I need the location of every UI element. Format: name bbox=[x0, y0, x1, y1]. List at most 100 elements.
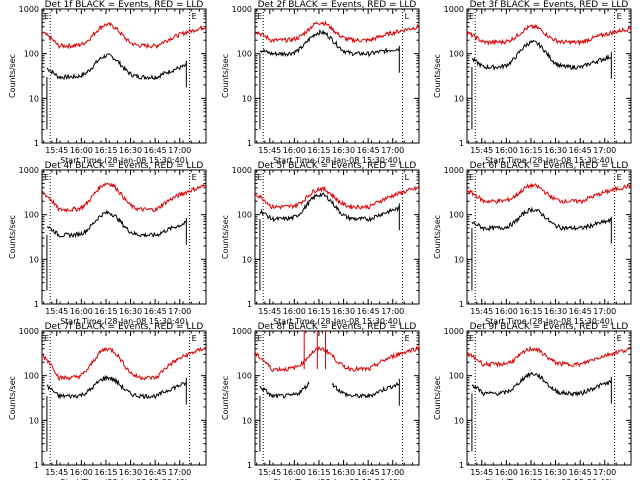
x-tick-label: 17:00 bbox=[593, 146, 616, 155]
y-axis-label: Counts/sec bbox=[433, 215, 442, 259]
y-tick-label: 100 bbox=[24, 211, 39, 220]
x-tick-label: 15:45 bbox=[45, 146, 68, 155]
x-tick-label: 16:15 bbox=[307, 468, 330, 477]
plot-title: Det 7f BLACK = Events, RED = LLD bbox=[45, 322, 204, 332]
x-axis-label: Start Time (28-Jan-08 15:30:40) bbox=[485, 156, 613, 165]
y-tick-label: 100 bbox=[449, 211, 464, 220]
x-tick-label: 16:45 bbox=[357, 307, 380, 316]
series-events bbox=[471, 371, 612, 398]
y-tick-label: 1 bbox=[34, 300, 39, 309]
plot-frame bbox=[41, 8, 207, 144]
x-tick-label: 16:45 bbox=[569, 307, 592, 316]
x-axis-label: Start Time (28-Jan-08 15:30:40) bbox=[485, 317, 613, 326]
series-events bbox=[259, 381, 400, 399]
x-tick-label: 16:30 bbox=[119, 307, 142, 316]
x-tick-label: 16:30 bbox=[119, 468, 142, 477]
y-tick-label: 1000 bbox=[232, 5, 252, 14]
corner-mark-left: E bbox=[44, 12, 49, 21]
y-tick-label: 1 bbox=[247, 139, 252, 148]
x-axis-label: Start Time (28-Jan-08 15:30:40) bbox=[60, 478, 188, 480]
plot-frame bbox=[466, 8, 632, 144]
series-lld bbox=[466, 345, 632, 369]
corner-mark-right: L bbox=[405, 12, 410, 21]
series-lld bbox=[254, 185, 420, 210]
x-tick-label: 16:30 bbox=[544, 468, 567, 477]
y-tick-label: 1 bbox=[459, 139, 464, 148]
plot-title: Det 4f BLACK = Events, RED = LLD bbox=[45, 161, 204, 171]
y-tick-label: 100 bbox=[237, 50, 252, 59]
series-events bbox=[259, 29, 400, 58]
plot-panel-4: Det 4f BLACK = Events, RED = LLD 1 10 100 10… bbox=[8, 161, 207, 326]
x-tick-label: 16:45 bbox=[144, 468, 167, 477]
y-tick-label: 1 bbox=[459, 300, 464, 309]
x-tick-label: 15:45 bbox=[470, 307, 493, 316]
series-events bbox=[471, 206, 612, 232]
corner-mark-right: E bbox=[617, 334, 622, 343]
y-tick-label: 1000 bbox=[444, 5, 464, 14]
x-tick-label: 16:30 bbox=[332, 307, 355, 316]
plot-frame bbox=[466, 169, 632, 305]
y-tick-label: 100 bbox=[449, 372, 464, 381]
x-tick-label: 16:45 bbox=[357, 146, 380, 155]
x-tick-label: 16:45 bbox=[357, 468, 380, 477]
series-events bbox=[46, 374, 187, 400]
x-tick-label: 16:30 bbox=[332, 468, 355, 477]
x-tick-label: 16:30 bbox=[544, 307, 567, 316]
y-tick-label: 1 bbox=[247, 300, 252, 309]
y-axis-label: Counts/sec bbox=[433, 54, 442, 98]
x-tick-label: 16:00 bbox=[495, 146, 518, 155]
y-tick-label: 100 bbox=[237, 372, 252, 381]
corner-mark-left: E bbox=[257, 173, 262, 182]
y-tick-label: 10 bbox=[29, 416, 39, 425]
y-tick-label: 100 bbox=[24, 50, 39, 59]
plot-panel-5: Det 5f BLACK = Events, RED = LLD 1 10 100 10… bbox=[221, 161, 420, 326]
x-tick-label: 16:15 bbox=[307, 307, 330, 316]
x-tick-label: 16:45 bbox=[569, 146, 592, 155]
y-tick-label: 1000 bbox=[444, 166, 464, 175]
x-tick-label: 16:00 bbox=[70, 146, 93, 155]
y-tick-label: 10 bbox=[29, 255, 39, 264]
x-tick-label: 16:30 bbox=[332, 146, 355, 155]
y-tick-label: 10 bbox=[29, 94, 39, 103]
plot-title: Det 8f BLACK = Events, RED = LLD bbox=[258, 322, 417, 332]
x-axis-label: Start Time (28-Jan-08 15:30:40) bbox=[60, 156, 188, 165]
corner-mark-right: E bbox=[192, 173, 197, 182]
x-tick-label: 17:00 bbox=[168, 468, 191, 477]
plot-title: Det 3f BLACK = Events, RED = LLD bbox=[470, 0, 629, 10]
corner-mark-left: E bbox=[469, 173, 474, 182]
y-axis-label: Counts/sec bbox=[433, 376, 442, 420]
x-tick-label: 16:00 bbox=[495, 468, 518, 477]
series-events bbox=[259, 192, 400, 223]
x-tick-label: 16:45 bbox=[144, 146, 167, 155]
series-lld bbox=[254, 345, 420, 373]
y-axis-label: Counts/sec bbox=[8, 215, 17, 259]
series-lld bbox=[466, 183, 632, 205]
corner-mark-left: E bbox=[257, 12, 262, 21]
corner-mark-left: E bbox=[44, 334, 49, 343]
series-events bbox=[46, 53, 187, 81]
corner-mark-left: E bbox=[469, 12, 474, 21]
y-axis-label: Counts/sec bbox=[221, 376, 230, 420]
series-lld bbox=[41, 346, 207, 382]
x-tick-label: 16:00 bbox=[283, 468, 306, 477]
y-tick-label: 1 bbox=[34, 461, 39, 470]
y-tick-label: 1000 bbox=[232, 327, 252, 336]
x-tick-label: 16:15 bbox=[519, 307, 542, 316]
plot-panel-8: Det 8f BLACK = Events, RED = LLD 1 10 100 10… bbox=[221, 322, 420, 480]
y-tick-label: 1000 bbox=[444, 327, 464, 336]
x-tick-label: 15:45 bbox=[258, 146, 281, 155]
plot-frame bbox=[254, 330, 420, 466]
y-tick-label: 1 bbox=[247, 461, 252, 470]
corner-mark-left: E bbox=[44, 173, 49, 182]
y-tick-label: 10 bbox=[454, 94, 464, 103]
y-tick-label: 1000 bbox=[19, 166, 39, 175]
plot-panel-1: Det 1f BLACK = Events, RED = LLD 1 10 100 10… bbox=[8, 0, 207, 165]
x-tick-label: 16:00 bbox=[70, 307, 93, 316]
plot-frame bbox=[254, 169, 420, 305]
x-axis-label: Start Time (28-Jan-08 15:30:40) bbox=[273, 156, 401, 165]
x-tick-label: 16:00 bbox=[70, 468, 93, 477]
corner-mark-right: E bbox=[617, 12, 622, 21]
plot-panel-6: Det 6f BLACK = Events, RED = LLD 1 10 100 10… bbox=[433, 161, 632, 326]
plot-title: Det 1f BLACK = Events, RED = LLD bbox=[45, 0, 204, 10]
